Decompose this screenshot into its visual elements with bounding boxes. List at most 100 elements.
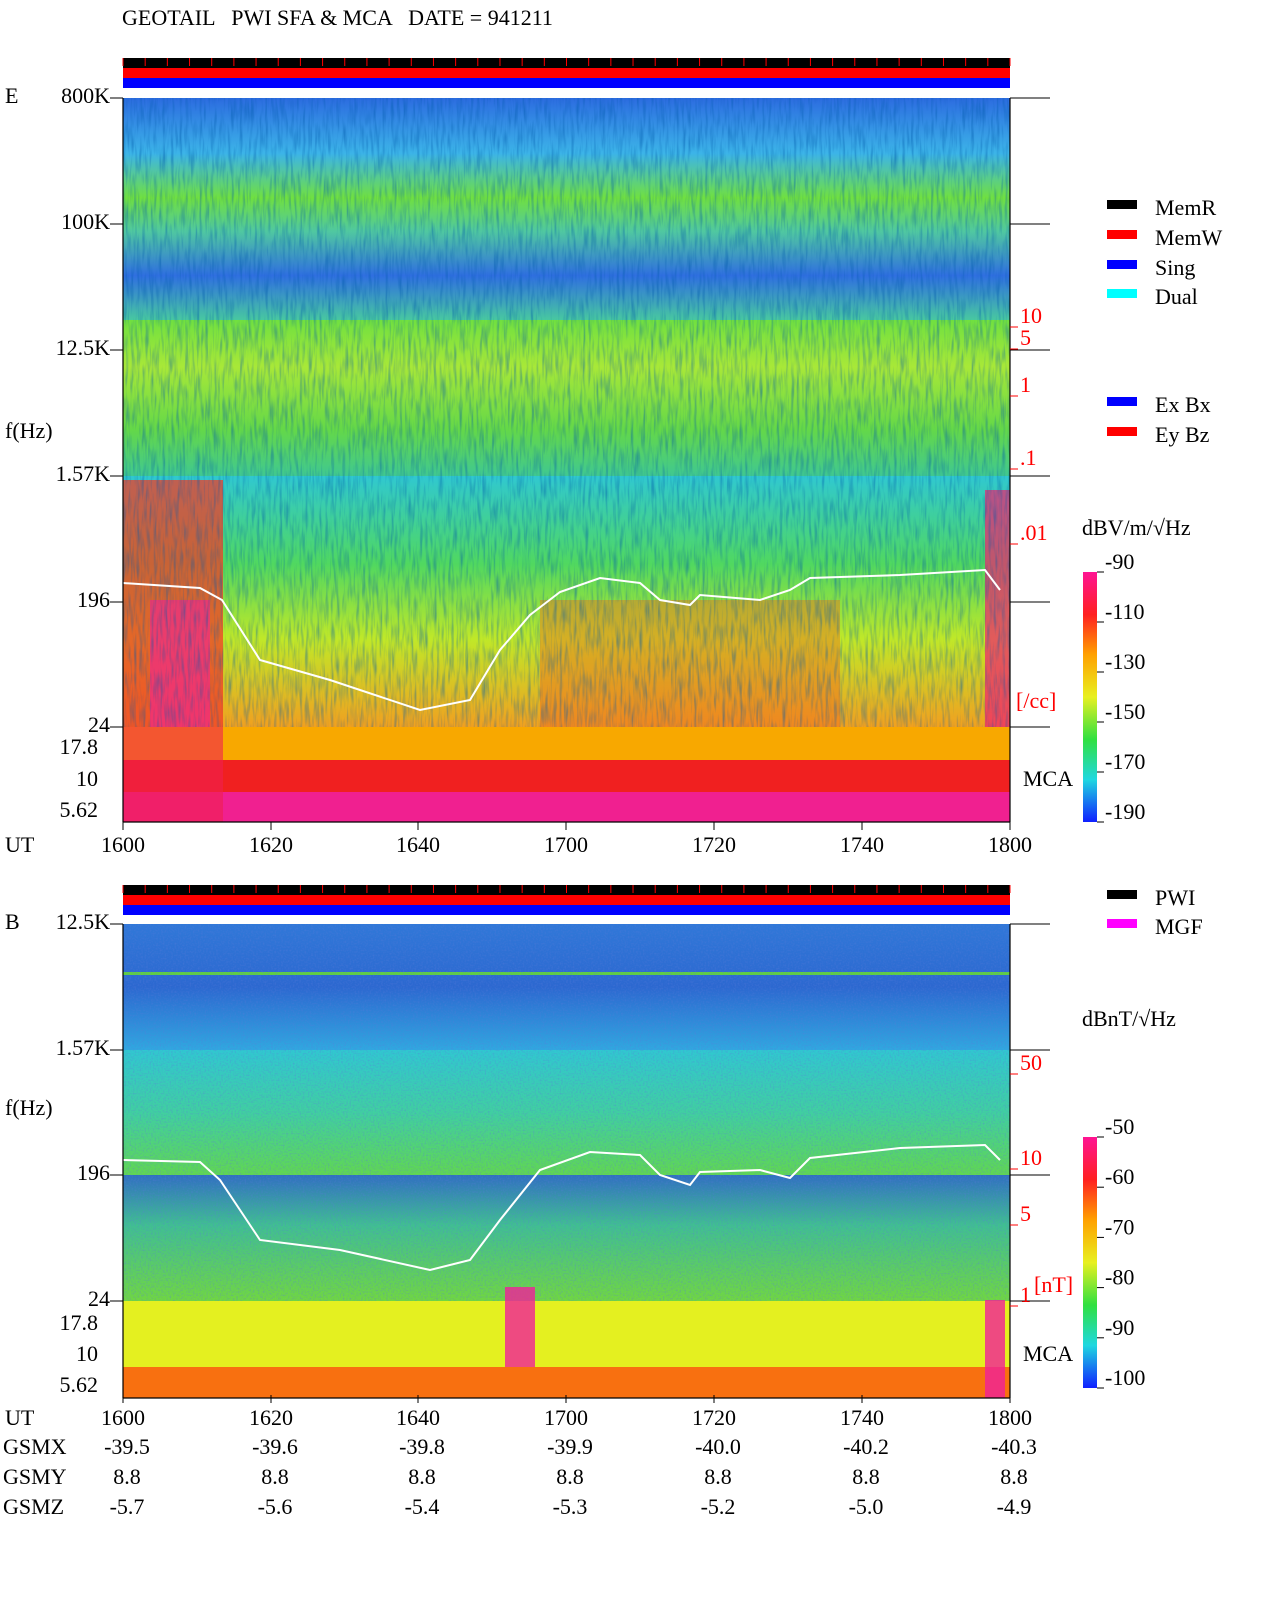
x-tick-label: 1600 [101,1405,145,1430]
orbit-value: -4.9 [997,1494,1032,1519]
legend-swatch [1107,260,1137,269]
legend-label: Dual [1155,284,1198,309]
y-tick-label: 24 [88,712,110,737]
legend-swatch [1107,890,1137,899]
colorbar-label: dBV/m/√Hz [1082,515,1191,540]
x-tick-label: 1800 [988,832,1032,857]
orbit-value: 8.8 [113,1464,141,1489]
colorbar-tick-label: -50 [1105,1114,1134,1139]
mca-tick-label: 10 [76,766,98,791]
orbit-value: -40.0 [695,1434,741,1459]
colorbar-tick-label: -80 [1105,1265,1134,1290]
panel-b-spectrogram [122,924,1010,1398]
y-axis-label: f(Hz) [5,1095,53,1120]
x-axis-label: UT [5,832,35,857]
orbit-value: -5.7 [110,1494,145,1519]
density-unit: [/cc] [1016,688,1056,713]
y-tick-label: 12.5K [56,335,111,360]
colorbar-b [1083,1137,1097,1388]
mca-tick-label: 17.8 [60,734,99,759]
orbit-value: 8.8 [1000,1464,1028,1489]
density-tick-label: 50 [1020,1050,1042,1075]
x-tick-label: 1620 [249,832,293,857]
orbit-value: -39.5 [104,1434,150,1459]
y-tick-label: 196 [77,1160,110,1185]
panel-label: E [5,83,18,108]
orbit-value: -5.6 [258,1494,293,1519]
colorbar-tick-label: -100 [1105,1365,1145,1390]
orbit-value: 8.8 [852,1464,880,1489]
y-tick-label: 196 [77,587,110,612]
y-tick-label: 1.57K [56,461,111,486]
density-tick-label: .1 [1020,445,1037,470]
density-tick-label: 5 [1020,325,1031,350]
density-unit: [nT] [1034,1272,1073,1297]
mca-label: MCA [1023,766,1073,791]
colorbar-tick-label: -90 [1105,1315,1134,1340]
mca-label: MCA [1023,1341,1073,1366]
x-tick-label: 1720 [692,1405,736,1430]
orbit-label: GSMX [3,1434,67,1459]
x-tick-label: 1800 [988,1405,1032,1430]
x-tick-label: 1620 [249,1405,293,1430]
colorbar-tick-label: -150 [1105,699,1145,724]
orbit-value: -5.3 [553,1494,588,1519]
y-tick-label: 100K [61,209,110,234]
x-tick-label: 1740 [840,832,884,857]
orbit-value: -5.0 [849,1494,884,1519]
x-tick-label: 1640 [396,832,440,857]
density-tick-label: 10 [1020,303,1042,328]
x-axis-label: UT [5,1405,35,1430]
orbit-label: GSMY [3,1464,67,1489]
density-tick-label: 5 [1020,1201,1031,1226]
legend-swatch [1107,427,1137,436]
mca-tick-label: 10 [76,1341,98,1366]
y-axis-label: f(Hz) [5,418,53,443]
panel-label: B [5,909,20,934]
colorbar-tick-label: -190 [1105,799,1145,824]
mca-tick-label: 5.62 [60,1372,99,1397]
x-tick-label: 1700 [544,1405,588,1430]
title: GEOTAIL PWI SFA & MCA DATE = 941211 [122,5,553,30]
legend-swatch [1107,919,1137,928]
orbit-value: 8.8 [556,1464,584,1489]
orbit-value: -40.3 [991,1434,1037,1459]
legend-label: PWI [1155,885,1195,910]
density-tick-label: 1 [1020,372,1031,397]
orbit-value: 8.8 [261,1464,289,1489]
orbit-value: -39.8 [399,1434,445,1459]
orbit-value: -39.6 [252,1434,298,1459]
legend-swatch [1107,230,1137,239]
x-tick-label: 1720 [692,832,736,857]
legend-swatch [1107,200,1137,209]
colorbar-tick-label: -170 [1105,749,1145,774]
y-tick-label: 800K [61,83,110,108]
colorbar-tick-label: -130 [1105,649,1145,674]
legend-label: MemW [1155,225,1222,250]
legend-label: Ey Bz [1155,422,1210,447]
mca-tick-label: 5.62 [60,797,99,822]
density-tick-label: .01 [1020,520,1048,545]
orbit-value: 8.8 [704,1464,732,1489]
orbit-label: GSMZ [3,1494,64,1519]
legend-label: MemR [1155,195,1216,220]
y-tick-label: 24 [88,1286,110,1311]
x-tick-label: 1640 [396,1405,440,1430]
colorbar-tick-label: -70 [1105,1214,1134,1239]
density-tick-label: 1 [1020,1282,1031,1307]
orbit-value: 8.8 [408,1464,436,1489]
panel-e-spectrogram [122,98,1010,822]
mca-tick-label: 17.8 [60,1310,99,1335]
legend-swatch [1107,289,1137,298]
colorbar-e [1083,572,1097,822]
colorbar-tick-label: -110 [1105,599,1145,624]
x-tick-label: 1700 [544,832,588,857]
orbit-value: -39.9 [547,1434,593,1459]
x-tick-label: 1740 [840,1405,884,1430]
colorbar-label: dBnT/√Hz [1082,1006,1176,1031]
legend-label: Sing [1155,255,1195,280]
legend-label: MGF [1155,914,1203,939]
density-tick-label: 10 [1020,1145,1042,1170]
colorbar-tick-label: -90 [1105,549,1134,574]
